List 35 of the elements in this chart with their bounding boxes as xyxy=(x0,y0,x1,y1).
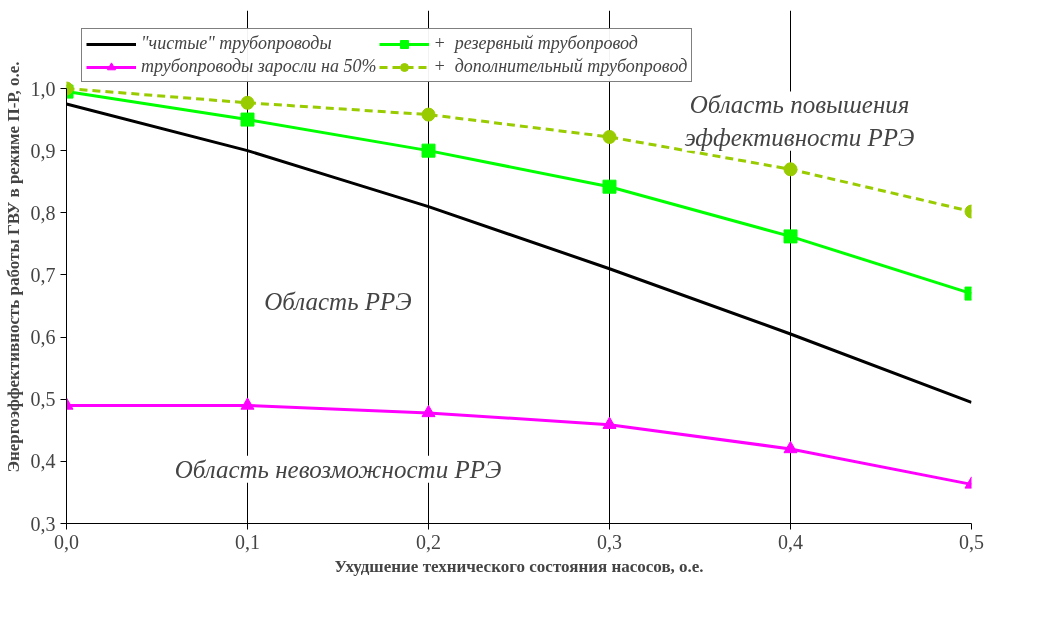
point xyxy=(421,143,436,158)
legend-label: + дополнительный трубопровод xyxy=(433,56,688,77)
x-tick-label: 0,1 xyxy=(235,530,260,553)
point xyxy=(783,229,798,244)
x-tick-label: 0,2 xyxy=(416,530,441,553)
y-tick-label: 0,6 xyxy=(30,326,56,349)
annotation: Область РРЭ xyxy=(264,288,412,316)
x-tick-label: 0,5 xyxy=(959,530,984,553)
point xyxy=(240,397,255,410)
point xyxy=(602,416,617,429)
annotation: Область повышения эффективности РРЭ xyxy=(684,91,915,151)
point xyxy=(240,112,255,127)
y-tick-label: 0,4 xyxy=(30,450,56,473)
legend-label: "чистые" трубопроводы xyxy=(141,33,332,54)
point xyxy=(421,107,436,122)
x-axis-title: Ухудшение технического состояния насосов, о.е. xyxy=(334,556,704,576)
x-tick-label: 0,3 xyxy=(597,530,622,553)
x-tick-label: 0,0 xyxy=(54,530,79,553)
point xyxy=(421,404,436,418)
legend-label: + резервный трубопровод xyxy=(433,33,638,54)
y-axis-title: Энергоэффективность работы ГВУ в режиме П-Р, о.е. xyxy=(3,61,23,473)
y-tick-label: 0,8 xyxy=(30,201,56,224)
point xyxy=(783,440,798,454)
y-tick-label: 1,0 xyxy=(30,77,56,100)
point xyxy=(783,162,798,177)
point xyxy=(602,129,617,144)
y-tick-label: 0,3 xyxy=(30,512,56,535)
y-tick-label: 0,9 xyxy=(30,139,56,162)
x-tick-label: 0,4 xyxy=(778,530,803,553)
point xyxy=(602,179,617,194)
legend-label: трубопроводы заросли на 50% xyxy=(141,56,377,77)
annotation: Область невозможности РРЭ xyxy=(174,455,502,483)
y-tick-label: 0,7 xyxy=(30,263,56,286)
point xyxy=(240,95,255,110)
y-tick-label: 0,5 xyxy=(30,388,56,411)
